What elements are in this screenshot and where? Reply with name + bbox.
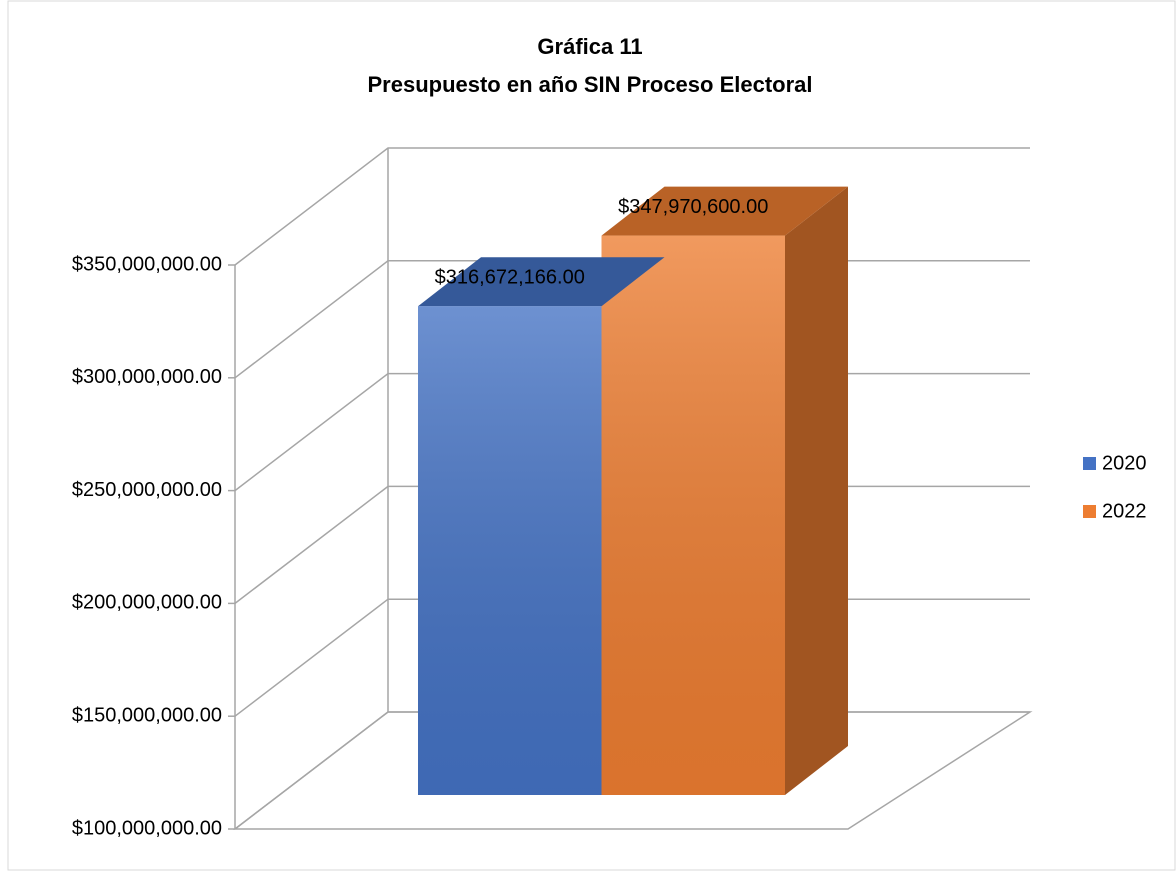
y-tick-label: $100,000,000.00 <box>72 817 222 839</box>
bar-side <box>785 186 848 796</box>
bar-top <box>418 257 665 307</box>
chart-subtitle: Presupuesto en año SIN Proceso Electoral <box>367 72 812 97</box>
legend-swatch <box>1083 457 1096 470</box>
chart-title: Gráfica 11 <box>537 34 642 59</box>
bar-shading <box>418 306 602 795</box>
legend-label: 2022 <box>1102 500 1147 522</box>
y-tick-label: $250,000,000.00 <box>72 479 222 501</box>
grid-line <box>234 147 1030 266</box>
y-tick-label: $300,000,000.00 <box>72 366 222 388</box>
legend-swatch <box>1083 505 1096 518</box>
data-label: $347,970,600.00 <box>618 196 768 218</box>
y-tick-label: $350,000,000.00 <box>72 253 222 275</box>
y-tick-label: $200,000,000.00 <box>72 592 222 614</box>
legend-label: 2020 <box>1102 452 1147 474</box>
bar-shading <box>601 235 785 796</box>
y-tick-label: $150,000,000.00 <box>72 704 222 726</box>
data-label: $316,672,166.00 <box>435 266 585 288</box>
bar-top <box>601 186 848 236</box>
